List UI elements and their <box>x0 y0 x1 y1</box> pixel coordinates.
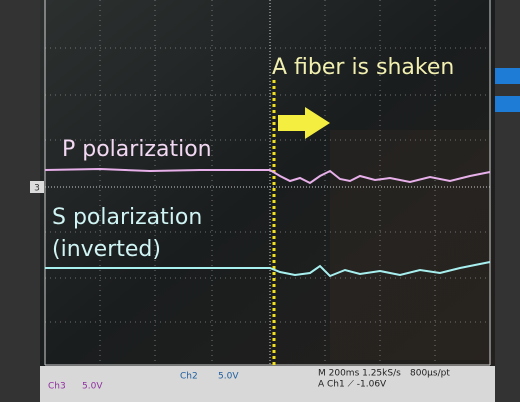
reflection <box>330 130 490 360</box>
s-note: (inverted) <box>52 237 161 262</box>
ch-marker: 3 <box>34 184 40 194</box>
side-button <box>495 96 520 112</box>
timebase: M 200ms 1.25kS/s <box>318 369 401 379</box>
p-label: P polarization <box>62 137 212 162</box>
trigger-info: A Ch1 ⟋ -1.06V <box>318 380 387 390</box>
ch2-label: Ch2 <box>180 372 198 382</box>
scope-photo: 3 A fiber is shaken P polarization S pol… <box>0 0 520 402</box>
page: 3 A fiber is shaken P polarization S pol… <box>0 0 520 402</box>
ch3-label: Ch3 <box>48 382 66 392</box>
record-length: 800µs/pt <box>410 369 450 379</box>
ch2-scale: 5.0V <box>218 372 239 382</box>
ch3-scale: 5.0V <box>82 382 103 392</box>
side-button <box>495 68 520 84</box>
event-label: A fiber is shaken <box>272 55 454 80</box>
s-label: S polarization <box>52 205 202 230</box>
